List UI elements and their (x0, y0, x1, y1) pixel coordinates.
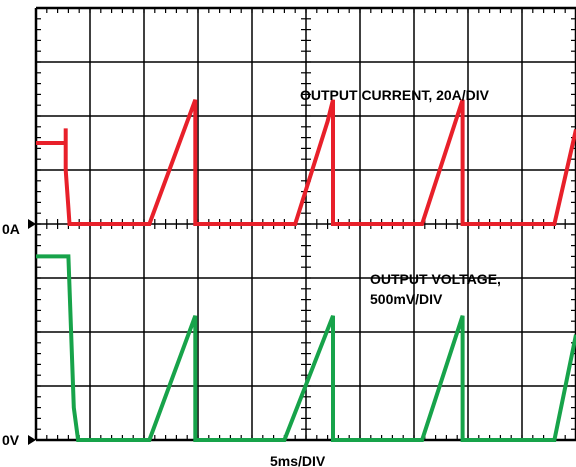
voltage-trace (36, 254, 576, 442)
voltage-channel-label-line2: 500mV/DIV (370, 291, 443, 307)
voltage-ground-marker (28, 435, 36, 445)
current-trace (36, 99, 576, 226)
traces (36, 99, 576, 442)
x-div-label: 5ms/DIV (270, 453, 326, 467)
current-ground-marker (28, 219, 36, 229)
voltage-ground-label: 0V (2, 432, 20, 448)
current-ground-label: 0A (2, 221, 20, 237)
grid (28, 6, 576, 445)
voltage-channel-label-line1: OUTPUT VOLTAGE, (370, 271, 501, 287)
current-channel-label: OUTPUT CURRENT, 20A/DIV (300, 87, 490, 103)
